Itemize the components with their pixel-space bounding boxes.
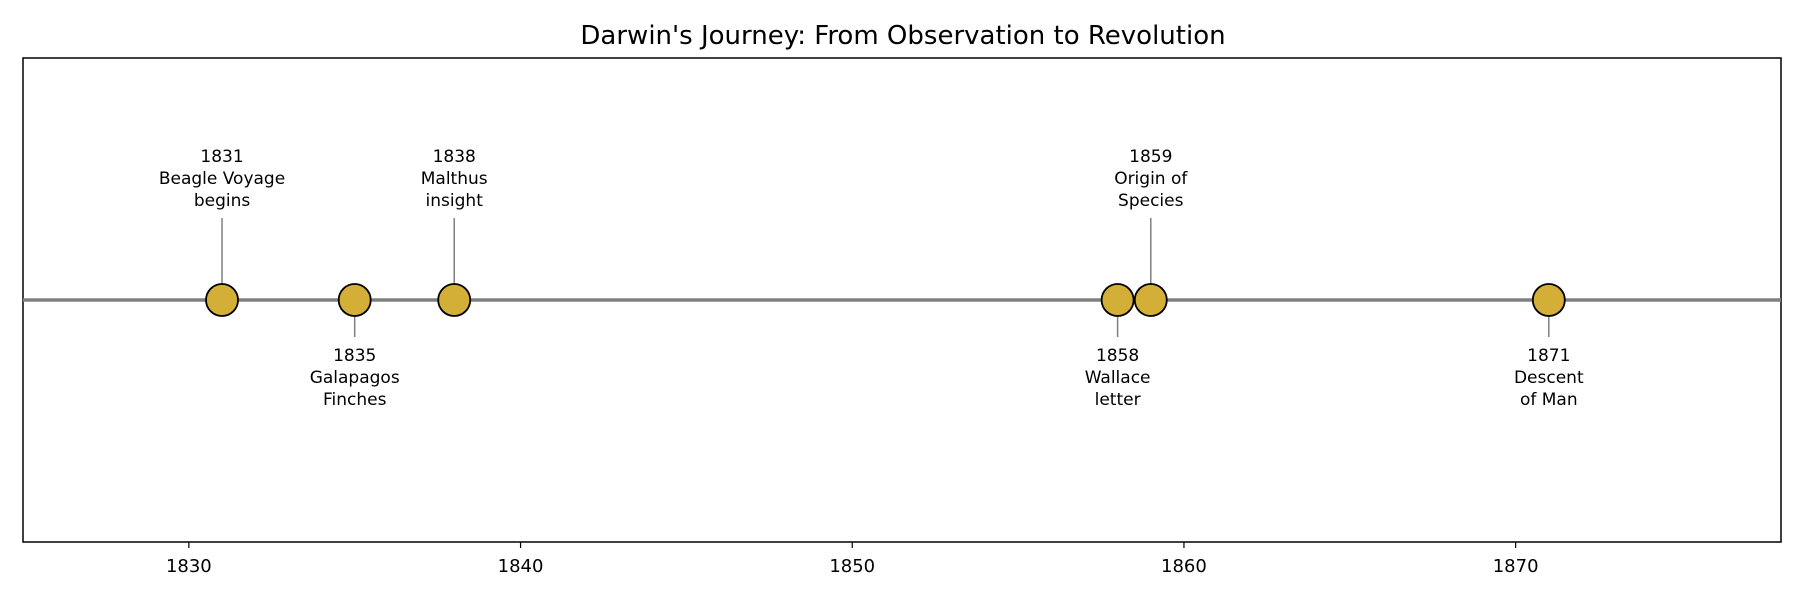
event-markers	[205, 283, 1566, 317]
event-marker	[1100, 283, 1135, 317]
event-label-line: insight	[426, 191, 484, 211]
x-axis: 1830 1840 1850 1860 1870	[166, 542, 1539, 577]
chart-title: Darwin's Journey: From Observation to Re…	[580, 21, 1225, 51]
event-label-line: 1858	[1096, 346, 1139, 366]
event-label-line: Descent	[1514, 368, 1584, 388]
event-marker	[337, 283, 372, 317]
event-label-line: Malthus	[421, 169, 488, 189]
event-label-line: Wallace	[1085, 368, 1151, 388]
event-label-line: 1871	[1527, 346, 1570, 366]
x-tick-label: 1870	[1493, 556, 1539, 577]
x-tick-label: 1860	[1161, 556, 1207, 577]
event-stems	[221, 218, 1550, 337]
event-label-line: Finches	[323, 390, 387, 410]
event-label-line: of Man	[1520, 390, 1578, 410]
event-label-line: 1831	[200, 147, 243, 167]
event-label-line: Beagle Voyage	[159, 169, 285, 189]
event-marker	[1531, 283, 1566, 317]
event-label-line: 1838	[433, 147, 476, 167]
event-marker	[205, 283, 239, 317]
event-label-line: letter	[1095, 390, 1141, 410]
event-label-line: 1859	[1129, 147, 1172, 167]
event-marker	[437, 283, 472, 317]
event-label-line: begins	[194, 191, 251, 211]
event-label-line: Origin of	[1114, 169, 1188, 189]
event-label-line: Species	[1118, 191, 1184, 211]
event-marker	[1133, 283, 1168, 317]
event-label-line: 1835	[333, 346, 376, 366]
x-tick-label: 1850	[829, 556, 875, 577]
event-label-line: Galapagos	[310, 368, 400, 388]
x-tick-label: 1830	[166, 556, 212, 577]
x-tick-label: 1840	[498, 556, 544, 577]
